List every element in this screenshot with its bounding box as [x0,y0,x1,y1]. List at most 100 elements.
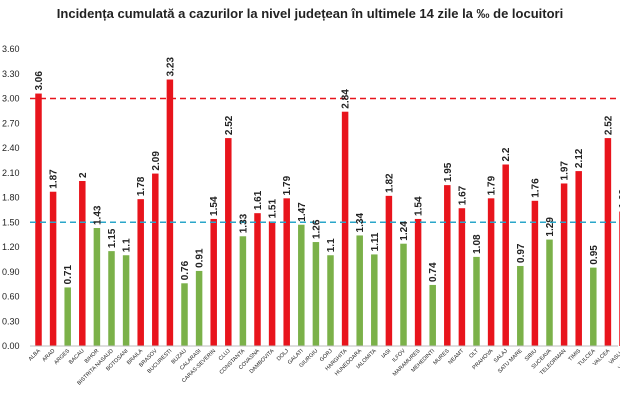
data-label: 1.15 [107,228,118,248]
y-tick-label: 2.10 [2,168,20,178]
data-label: 2 [78,172,89,178]
data-label: 2.52 [224,115,235,135]
x-tick-label: IASI [381,348,393,360]
bar [195,270,203,346]
data-label: 2.84 [341,89,352,109]
bar [356,235,363,346]
data-label: 1.97 [560,161,571,181]
y-tick-label: 2.70 [2,118,20,128]
data-label: 1.24 [399,221,410,241]
bar [414,218,422,346]
y-tick-label: 1.20 [2,242,20,252]
data-label: 2.52 [603,115,614,135]
chart-title: Incidența cumulată a cazurilor la nivel … [56,6,564,21]
y-tick-label: 0.90 [2,267,20,277]
bar [93,228,101,346]
x-tick-label: NEAMT [447,348,465,366]
bar [487,198,495,346]
data-label: 1.87 [49,169,60,189]
y-tick-label: 0.30 [2,316,20,326]
y-tick-label: 1.80 [2,193,20,203]
data-label: 1.11 [370,232,381,251]
data-label: 1.34 [355,213,366,233]
data-label: 1.33 [238,213,249,233]
bar [473,256,480,346]
y-tick-label: 0.60 [2,292,20,302]
bar [429,284,436,346]
bar [181,283,188,346]
bar [225,138,232,346]
data-label: 0.74 [428,262,439,282]
y-tick-label: 3.30 [2,69,20,79]
bar [239,236,247,346]
data-label: 1.63 [618,189,620,209]
data-label: 0.97 [516,243,527,263]
bar [502,164,509,346]
x-tick-label: OLT [468,348,480,360]
x-tick-label: VASLUI [608,348,620,366]
y-tick-label: 1.50 [2,217,20,227]
y-axis: 0.00 0.30 0.60 0.90 1.20 1.50 1.80 2.10 2.40 2.70… [2,44,20,351]
data-label: 0.76 [180,260,191,280]
bar [268,221,276,346]
y-tick-label: 3.60 [2,44,20,54]
bar [137,199,144,346]
bar [254,213,261,346]
data-label: 0.91 [195,248,206,268]
bars [35,79,620,347]
x-tick-label: BACAU [68,348,86,366]
bar [64,287,71,346]
data-label: 1.26 [311,219,322,239]
bar [517,265,524,346]
bar [35,93,42,346]
data-label: 1.54 [209,196,220,216]
data-label: 2.12 [574,148,585,168]
data-label: 1.1 [122,238,133,252]
bar [590,267,597,346]
data-label: 1.79 [282,175,293,195]
bar [49,191,57,346]
data-label: 1.08 [472,234,483,254]
bar [298,224,305,346]
data-label: 2.09 [151,151,162,171]
data-label: 1.79 [487,175,498,195]
bar [312,242,320,346]
bar [283,198,290,346]
y-tick-label: 3.00 [2,94,20,104]
bar [122,255,130,346]
data-label: 0.71 [63,265,74,285]
data-label: 1.61 [253,190,264,210]
x-tick-label: ALBA [28,348,42,362]
data-label: 1.54 [414,196,425,216]
data-label: 3.23 [165,57,176,77]
data-label: 1.47 [297,202,308,222]
y-tick-label: 2.40 [2,143,20,153]
data-label: 1.29 [545,217,556,237]
bar [166,79,174,347]
reference-lines [30,97,618,224]
bar [575,171,582,346]
bar [444,185,451,346]
data-label: 1.78 [136,176,147,196]
bar [400,243,407,346]
bar [108,251,115,346]
data-label: 0.95 [589,245,600,265]
data-label: 1.76 [530,178,541,198]
bar [152,173,159,346]
bar [546,239,553,346]
bar [560,183,568,346]
bar [371,254,378,346]
data-label: 1.43 [92,205,103,225]
bar [604,138,612,346]
y-tick-label: 0.00 [2,341,20,351]
data-label: 1.95 [443,162,454,182]
bar [210,218,217,346]
data-label: 1.51 [268,199,279,219]
data-labels: 3.06 1.87 0.71 2 1.43 1.15 1.1 1.78 2.09 3.23 0.76… [34,57,620,285]
bar [458,208,466,346]
bar [385,195,393,346]
bar [79,181,86,346]
data-label: 2.2 [501,147,512,161]
